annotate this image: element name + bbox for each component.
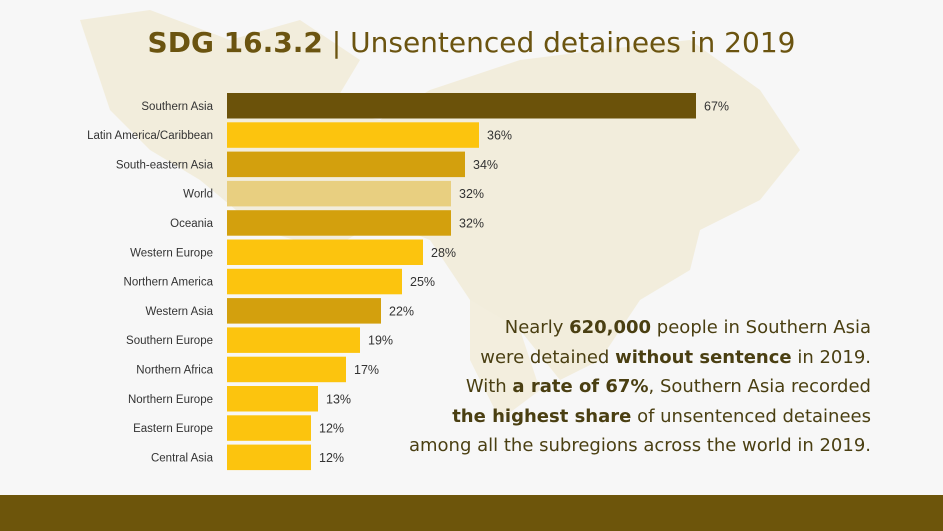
bar-eastern-europe [227, 415, 311, 441]
callout-line-5: among all the subregions across the worl… [408, 435, 871, 456]
bar-northern-america [227, 268, 402, 295]
callout-bold-rate: a rate of 67% [512, 376, 649, 397]
bar-world [227, 180, 451, 207]
category-label-southern-asia: Southern Asia [141, 101, 213, 113]
bar-central-asia [227, 444, 311, 471]
category-label-latin-america-caribbean: Latin America/Caribbean [87, 130, 213, 142]
value-label-eastern-europe: 12% [319, 422, 344, 436]
title-code: SDG 16.3.2 [147, 26, 323, 59]
category-label-northern-america: Northern America [124, 277, 214, 289]
value-label-northern-america: 25% [410, 275, 435, 289]
bar-western-asia [227, 298, 381, 324]
callout-text-span: people in Southern Asia [651, 317, 871, 338]
bar-southern-asia [227, 93, 696, 119]
callout-text-span: , Southern Asia recorded [648, 376, 872, 397]
bar-northern-africa [227, 356, 346, 383]
callout-bold-share: the highest share [452, 405, 632, 427]
bar-western-europe [227, 239, 423, 265]
callout-bold-count: 620,000 [569, 317, 652, 338]
title-separator: | [322, 26, 351, 59]
value-label-northern-africa: 17% [354, 363, 379, 377]
footer-bar [0, 495, 943, 531]
chart-title: SDG 16.3.2 | Unsentenced detainees in 20… [0, 26, 943, 59]
callout-text-span: Nearly [504, 317, 570, 338]
title-subtitle: Unsentenced detainees in 2019 [350, 26, 796, 59]
callout-line-2: were detained without sentence in 2019. [351, 343, 871, 373]
callout-line-3: With a rate of 67%, Southern Asia record… [351, 372, 871, 402]
category-label-western-europe: Western Europe [130, 247, 213, 259]
bar-latin-america-caribbean [227, 122, 479, 148]
category-label-southern-europe: Southern Europe [126, 335, 213, 347]
bar-southern-europe [227, 327, 360, 353]
callout-text-span: in 2019. [791, 346, 871, 368]
bar-oceania [227, 210, 451, 236]
category-label-world: World [183, 189, 213, 201]
callout-bold-phrase: without sentence [615, 346, 792, 368]
bar-south-eastern-asia [227, 151, 465, 178]
category-label-northern-africa: Northern Africa [136, 364, 213, 376]
value-label-western-asia: 22% [389, 304, 414, 318]
category-label-eastern-europe: Eastern Europe [133, 423, 213, 435]
category-label-northern-europe: Northern Europe [128, 394, 213, 406]
value-label-world: 32% [459, 187, 484, 201]
value-label-western-europe: 28% [431, 246, 456, 260]
category-label-western-asia: Western Asia [145, 306, 213, 318]
value-label-latin-america-caribbean: 36% [487, 129, 512, 143]
value-label-central-asia: 12% [319, 451, 344, 465]
bar-northern-europe [227, 386, 318, 412]
value-label-oceania: 32% [459, 216, 484, 230]
callout-line-1: Nearly 620,000 people in Southern Asia [351, 313, 871, 343]
value-label-south-eastern-asia: 34% [473, 158, 498, 172]
callout-text-span: With [465, 376, 513, 397]
callout-text-span: of unsentenced detainees [631, 405, 871, 427]
category-label-oceania: Oceania [170, 218, 213, 230]
callout-line-4: the highest share of unsentenced detaine… [351, 402, 871, 432]
category-label-south-eastern-asia: South-eastern Asia [116, 159, 214, 171]
callout-text: Nearly 620,000 people in Southern Asia w… [351, 313, 871, 461]
value-label-southern-europe: 19% [368, 334, 393, 348]
category-label-central-asia: Central Asia [151, 452, 214, 464]
value-label-northern-europe: 13% [326, 392, 351, 406]
callout-text-span: were detained [480, 346, 616, 368]
value-label-southern-asia: 67% [704, 99, 729, 113]
